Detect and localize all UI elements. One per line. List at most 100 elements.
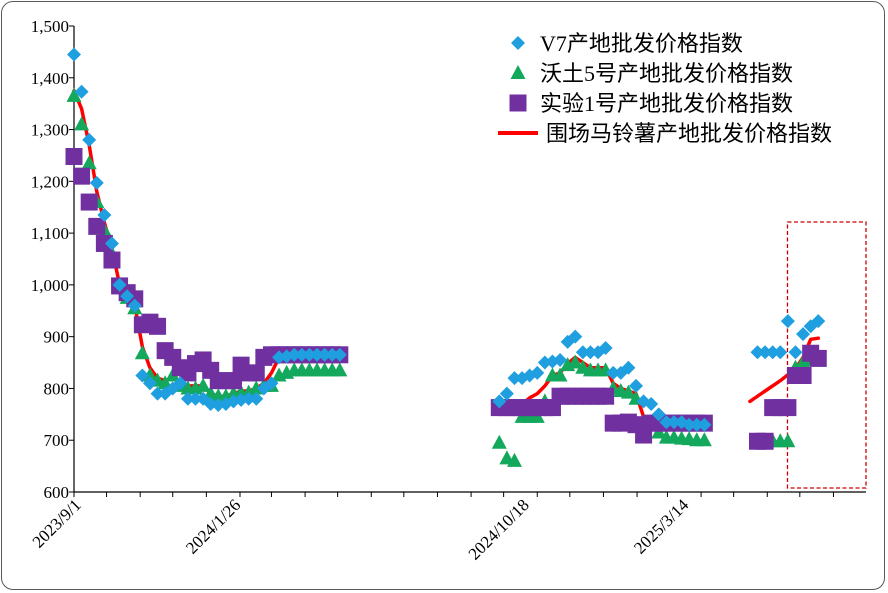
legend-item: 实验1号产地批发价格指数 (509, 91, 793, 116)
data-point-diamond (135, 368, 150, 383)
data-point-diamond (530, 365, 545, 380)
data-point-diamond (127, 298, 142, 313)
data-point-diamond (499, 386, 514, 401)
highlight-box (786, 221, 867, 489)
x-tick-label: 2025/3/14 (630, 495, 693, 558)
legend-item: 沃土5号产地批发价格指数 (510, 61, 793, 86)
data-point-diamond (188, 391, 203, 406)
data-point-diamond (317, 347, 332, 362)
data-point-square (597, 387, 615, 405)
data-point-diamond (697, 417, 712, 432)
data-point-diamond (553, 352, 568, 367)
x-tick-label: 2024/1/26 (182, 495, 244, 557)
y-tick-label: 1,400 (31, 69, 69, 88)
data-point-diamond (644, 396, 659, 411)
data-point-triangle (491, 434, 507, 449)
data-point-diamond (796, 327, 811, 342)
data-point-square (73, 167, 91, 185)
data-point-square (103, 251, 121, 269)
data-point-diamond (82, 132, 97, 147)
data-point-diamond (659, 415, 674, 430)
data-point-diamond (628, 378, 643, 393)
data-point-diamond (598, 341, 613, 356)
data-point-diamond (750, 345, 765, 360)
data-point-diamond (112, 277, 127, 292)
data-point-diamond (606, 365, 621, 380)
data-point-diamond (332, 347, 347, 362)
data-point-triangle (552, 367, 568, 382)
legend-label: 围场马铃薯产地批发价格指数 (546, 121, 832, 146)
legend-label: 实验1号产地批发价格指数 (540, 91, 793, 116)
axes (69, 25, 866, 497)
data-point-diamond (294, 347, 309, 362)
data-point-diamond (780, 314, 795, 329)
data-point-diamond (104, 236, 119, 251)
x-tick-label: 2023/9/1 (29, 495, 85, 551)
data-point-square (779, 399, 797, 417)
data-point-square (88, 217, 106, 235)
data-point-diamond (773, 345, 788, 360)
legend-swatch-diamond (511, 36, 525, 50)
data-point-triangle (195, 377, 211, 392)
data-point-square (95, 234, 113, 252)
data-point-diamond (689, 417, 704, 432)
data-point-diamond (74, 84, 89, 99)
legend-label: 沃土5号产地批发价格指数 (540, 61, 793, 86)
y-tick-labels: 600 700 800 900 1,000 1,100 1,200 1,300 1,400 1,5… (31, 17, 69, 502)
data-point-diamond (67, 47, 81, 62)
y-tick-label: 900 (44, 328, 70, 347)
data-point-square (809, 349, 827, 367)
data-point-diamond (180, 391, 195, 406)
data-point-diamond (173, 376, 188, 391)
data-point-diamond (811, 314, 826, 329)
data-point-diamond (583, 345, 598, 360)
y-tick-label: 1,500 (31, 17, 69, 36)
data-point-diamond (120, 289, 135, 304)
data-point-diamond (142, 376, 157, 391)
data-point-triangle (696, 432, 712, 447)
legend-item: 围场马铃薯产地批发价格指数 (498, 121, 832, 146)
data-point-triangle (81, 155, 97, 170)
data-point-triangle (332, 362, 348, 377)
data-point-diamond (97, 207, 112, 222)
y-tick-label: 600 (44, 483, 70, 502)
data-point-diamond (241, 391, 256, 406)
data-point-triangle (74, 116, 90, 131)
data-point-triangle (241, 384, 257, 399)
legend-swatch-square (509, 94, 527, 112)
data-point-diamond (666, 415, 681, 430)
data-point-triangle (506, 452, 522, 467)
data-point-square (756, 432, 774, 450)
legend-swatch-triangle (510, 65, 526, 79)
data-point-diamond (758, 345, 773, 360)
legend-item: V7产地批发价格指数 (511, 31, 743, 56)
y-tick-label: 1,300 (31, 121, 69, 140)
data-point-diamond (507, 371, 522, 386)
data-point-square (80, 193, 98, 211)
data-point-diamond (150, 386, 165, 401)
data-point-triangle (620, 384, 636, 399)
data-point-diamond (575, 345, 590, 360)
data-point-square (149, 317, 167, 335)
y-tick-label: 1,100 (31, 224, 69, 243)
data-point-diamond (89, 175, 104, 190)
data-point-diamond (765, 345, 780, 360)
data-point-diamond (651, 407, 666, 422)
y-tick-label: 800 (44, 379, 70, 398)
data-point-diamond (325, 347, 340, 362)
data-point-square (224, 372, 242, 390)
data-point-diamond (788, 345, 803, 360)
data-point-diamond (621, 360, 636, 375)
plot-area (65, 47, 867, 489)
data-point-diamond (492, 394, 507, 409)
series-diamond (67, 47, 826, 432)
legend: V7产地批发价格指数沃土5号产地批发价格指数实验1号产地批发价格指数围场马铃薯产… (498, 31, 832, 146)
legend-label: V7产地批发价格指数 (540, 31, 743, 56)
series-square (65, 147, 827, 450)
data-point-diamond (310, 347, 325, 362)
data-point-diamond (302, 347, 317, 362)
data-point-square (65, 147, 83, 165)
data-point-diamond (249, 391, 264, 406)
data-point-diamond (682, 417, 697, 432)
